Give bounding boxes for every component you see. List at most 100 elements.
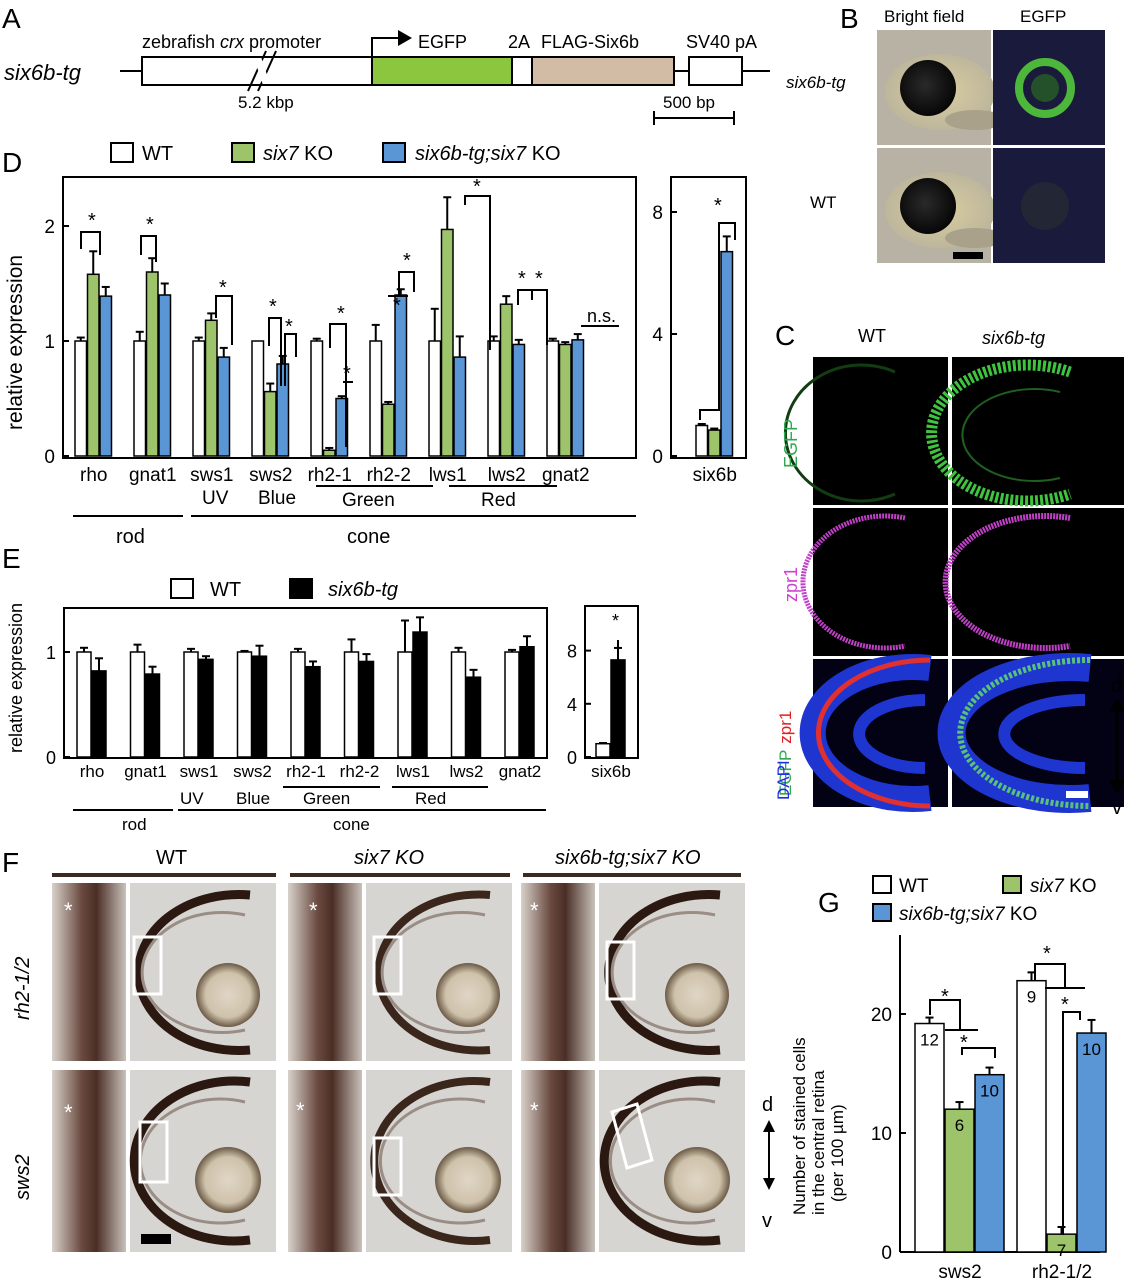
legend-d-wt-label: WT (142, 143, 173, 165)
sig-lws1: * (473, 176, 481, 198)
sig-sws2-b: * (285, 316, 293, 338)
bracket-g-sws2-c (961, 1047, 996, 1058)
merge-wt-dapi (799, 654, 932, 812)
panel-g: G WT six7 KO six6b-tg;six7 KO Number of … (790, 875, 1107, 1280)
bar-rh2-1-six7-ko (322, 449, 336, 457)
sig-rho: * (88, 210, 96, 232)
chart-d-frame (62, 176, 637, 459)
xtick-label-rh2-1-2: rh2-1/2 (1032, 1262, 1092, 1280)
bar-gnat1-six6b-tg-six7-ko (158, 294, 172, 457)
section-wt-sws2-retina (129, 1076, 251, 1246)
bar-sws1-six6b-tg-six7-ko (217, 356, 231, 457)
legend-d-tgko-label: six6b-tg;six7 KO (415, 143, 561, 165)
row-egfp-label: EGFP (781, 419, 801, 468)
bar-rh2-2-six6b-tg-six7-ko (394, 294, 408, 457)
t2a-box (511, 56, 533, 86)
row-wt-label: WT (810, 193, 836, 212)
sig-rh21-b: * (343, 363, 351, 385)
merge-wt-inner (853, 694, 926, 774)
bar-lws1-six6b-tg (412, 631, 428, 758)
scale-bar-b (953, 252, 983, 259)
bar-sws1-six7-ko (204, 319, 218, 457)
axis-f-down (763, 1178, 775, 1190)
chart-d-inset-plot: 0 4 8 six6b (652, 203, 737, 486)
chart-g-ylabel-2: in the central retina (809, 1070, 828, 1215)
e-label-red: Red (415, 789, 446, 808)
chart-d-inset-frame (670, 176, 747, 459)
bar-lws2-six7-ko (499, 303, 513, 457)
dv-axis-up (1109, 698, 1124, 712)
e-label-rod: rod (122, 815, 147, 834)
panel-letter-b: B (840, 3, 859, 34)
col-f-wt-label: WT (156, 847, 187, 869)
bar-gnat1-wt (133, 340, 147, 457)
bar-sws2-six7-ko (944, 1108, 975, 1253)
egfp-col-label: EGFP (1020, 7, 1066, 26)
flag-six6b-label: FLAG-Six6b (541, 32, 639, 52)
bar-gnat1-wt (129, 651, 146, 758)
panel-d: D WT six7 KO six6b-tg;six7 KO relative e… (2, 142, 747, 548)
scale-bar-f (141, 1234, 171, 1244)
legend-g-tgko-label: six6b-tg;six7 KO (899, 904, 1037, 925)
bracket-rh21-a (329, 323, 347, 447)
bar-sws1-six6b-tg (198, 658, 214, 758)
col-six6b-tg-label: six6b-tg (982, 328, 1045, 348)
crop-ko-rh2 (288, 883, 362, 1061)
bar-six6b-wt (695, 424, 709, 457)
crop-tgko-rh2 (521, 883, 595, 1061)
bar-rh2-2-wt (369, 340, 383, 457)
zpr1-wt-image (813, 508, 948, 656)
crop-asterisk: * (64, 1100, 73, 1125)
ytick-label-10: 10 (871, 1124, 892, 1145)
promoter-size-label: 5.2 kbp (238, 93, 294, 112)
section-wt-sws2-lens (195, 1147, 261, 1213)
bar-sws1-wt (192, 340, 206, 457)
ytick-label-0: 0 (567, 748, 577, 768)
n-label-rh2-1-2-six6b-tg-six7-ko: 10 (1082, 1040, 1101, 1059)
break-mark-1 (247, 50, 267, 92)
section-wt-rh2-retina (134, 890, 251, 1055)
col-wt-label: WT (858, 326, 886, 346)
e-label-blue: Blue (236, 789, 270, 808)
bar-rh2-1-2-six6b-tg-six7-ko (1076, 1032, 1107, 1253)
panel-letter-a: A (2, 3, 21, 34)
crop-wt-rh2 (52, 883, 126, 1061)
xtick-label-sws2: sws2 (249, 465, 292, 486)
section-tgko-rh2-retina (604, 890, 721, 1055)
row-six6b-tg-label: six6b-tg (786, 73, 846, 92)
crop-asterisk: * (64, 898, 73, 923)
section-wt-rh2 (130, 883, 276, 1061)
panel-letter-f: F (2, 847, 19, 878)
legend-g-wt-swatch (872, 875, 892, 894)
legend-d-ko-label: six7 KO (263, 143, 333, 165)
larva-eye-tg (900, 60, 956, 116)
promoter-label: zebrafish crx promoter (142, 32, 321, 52)
xtick-label-rh2-1: rh2-1 (286, 762, 326, 781)
bar-lws1-six6b-tg-six7-ko (453, 356, 467, 457)
legend-e-tg-label: six6b-tg (328, 579, 398, 601)
legend-g-tgko-swatch (872, 903, 892, 922)
legend-e-wt-label: WT (210, 579, 241, 601)
merge-wt-zpr1 (815, 657, 931, 809)
egfp-eye-signal (1015, 58, 1075, 118)
panel-letter-g: G (818, 887, 840, 918)
bar-sws2-wt (236, 651, 253, 758)
legend-g-ko-swatch (1002, 875, 1022, 894)
axis-d-label: d (1111, 675, 1122, 697)
bar-rho-wt (76, 651, 92, 758)
label-blue: Blue (258, 488, 296, 509)
sig-gnat2-ns: n.s. (587, 306, 616, 326)
n-label-rh2-1-2-wt: 9 (1027, 988, 1036, 1007)
larva-body-wt (945, 228, 1005, 248)
n-label-sws2-six6b-tg-six7-ko: 10 (980, 1082, 999, 1101)
crop-box (132, 935, 163, 996)
panel-b: B Bright field EGFP six6b-tg WT (786, 3, 1105, 263)
sig-lws2-b: * (535, 268, 543, 290)
sig-lws2-a: * (518, 268, 526, 290)
xtick-label-rh2-1: rh2-1 (308, 465, 352, 486)
sig-rh22-a: * (403, 250, 411, 272)
chart-g-ylabel-3: (per 100 µm) (828, 1104, 847, 1202)
ytick-label-20: 20 (871, 1005, 892, 1026)
tss-arrow-line (371, 37, 400, 57)
merge-tg-inner (998, 694, 1086, 774)
